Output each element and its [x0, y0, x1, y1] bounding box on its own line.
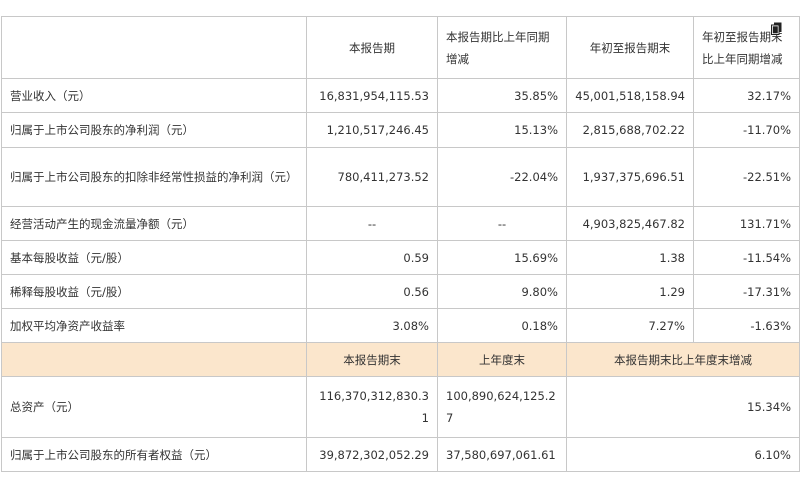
cell-ytd: 4,903,825,467.82 [566, 206, 694, 241]
row-label: 加权平均净资产收益率 [1, 308, 307, 343]
table-row: 营业收入（元） 16,831,954,115.53 35.85% 45,001,… [1, 78, 800, 113]
row-label: 归属于上市公司股东的所有者权益（元） [1, 437, 307, 472]
cell-ytd-yoy: -11.70% [693, 112, 800, 148]
table-row: 归属于上市公司股东的所有者权益（元） 39,872,302,052.29 37,… [1, 437, 800, 472]
row-label: 总资产（元） [1, 376, 307, 438]
subheader-row: 本报告期末 上年度末 本报告期末比上年度末增减 [1, 342, 800, 377]
cell-ytd-yoy: -11.54% [693, 240, 800, 275]
cell-ytd-yoy: -1.63% [693, 308, 800, 343]
subheader-period-end: 本报告期末 [306, 342, 438, 377]
copy-icon[interactable] [771, 22, 782, 35]
cell-change: 15.34% [566, 376, 800, 438]
cell-ytd-yoy: -22.51% [693, 147, 800, 207]
cell-prior-year-end: 37,580,697,061.61 [437, 437, 567, 472]
subheader-change: 本报告期末比上年度末增减 [566, 342, 800, 377]
header-ytd-yoy: 年初至报告期末比上年同期增减 [693, 16, 800, 79]
cell-current: 1,210,517,246.45 [306, 112, 438, 148]
cell-change: 6.10% [566, 437, 800, 472]
row-label: 经营活动产生的现金流量净额（元） [1, 206, 307, 241]
table-row: 总资产（元） 116,370,312,830.31 100,890,624,12… [1, 376, 800, 438]
cell-ytd-yoy: 32.17% [693, 78, 800, 113]
row-label: 归属于上市公司股东的扣除非经常性损益的净利润（元） [1, 147, 307, 207]
cell-current-yoy: -22.04% [437, 147, 567, 207]
table-row: 归属于上市公司股东的扣除非经常性损益的净利润（元） 780,411,273.52… [1, 147, 800, 207]
cell-current: -- [306, 206, 438, 241]
header-ytd: 年初至报告期末 [566, 16, 694, 79]
header-row: 本报告期 本报告期比上年同期增减 年初至报告期末 年初至报告期末比上年同期增减 [1, 16, 800, 79]
cell-current-yoy: 35.85% [437, 78, 567, 113]
cell-current: 0.59 [306, 240, 438, 275]
header-blank-cell [1, 16, 307, 79]
cell-ytd-yoy: -17.31% [693, 274, 800, 309]
cell-current-yoy: 15.69% [437, 240, 567, 275]
row-label: 归属于上市公司股东的净利润（元） [1, 112, 307, 148]
cell-current: 3.08% [306, 308, 438, 343]
cell-prior-year-end: 100,890,624,125.27 [437, 376, 567, 438]
table-row: 加权平均净资产收益率 3.08% 0.18% 7.27% -1.63% [1, 308, 800, 343]
cell-ytd: 7.27% [566, 308, 694, 343]
cell-period-end: 116,370,312,830.31 [306, 376, 438, 438]
table-row: 基本每股收益（元/股） 0.59 15.69% 1.38 -11.54% [1, 240, 800, 275]
table-row: 稀释每股收益（元/股） 0.56 9.80% 1.29 -17.31% [1, 274, 800, 309]
cell-ytd: 1,937,375,696.51 [566, 147, 694, 207]
cell-ytd: 2,815,688,702.22 [566, 112, 694, 148]
cell-ytd: 45,001,518,158.94 [566, 78, 694, 113]
cell-current: 16,831,954,115.53 [306, 78, 438, 113]
cell-current: 0.56 [306, 274, 438, 309]
subheader-prior-year-end: 上年度末 [437, 342, 567, 377]
header-current-period: 本报告期 [306, 16, 438, 79]
cell-current-yoy: 9.80% [437, 274, 567, 309]
cell-current-yoy: 0.18% [437, 308, 567, 343]
row-label: 稀释每股收益（元/股） [1, 274, 307, 309]
header-current-period-yoy: 本报告期比上年同期增减 [437, 16, 567, 79]
row-label: 营业收入（元） [1, 78, 307, 113]
cell-ytd-yoy: 131.71% [693, 206, 800, 241]
cell-period-end: 39,872,302,052.29 [306, 437, 438, 472]
financial-data-table: 本报告期 本报告期比上年同期增减 年初至报告期末 年初至报告期末比上年同期增减 … [1, 16, 800, 472]
row-label: 基本每股收益（元/股） [1, 240, 307, 275]
cell-current: 780,411,273.52 [306, 147, 438, 207]
cell-current-yoy: -- [437, 206, 567, 241]
subheader-blank-cell [1, 342, 307, 377]
table-row: 经营活动产生的现金流量净额（元） -- -- 4,903,825,467.82 … [1, 206, 800, 241]
cell-current-yoy: 15.13% [437, 112, 567, 148]
table-row: 归属于上市公司股东的净利润（元） 1,210,517,246.45 15.13%… [1, 112, 800, 148]
cell-ytd: 1.29 [566, 274, 694, 309]
cell-ytd: 1.38 [566, 240, 694, 275]
